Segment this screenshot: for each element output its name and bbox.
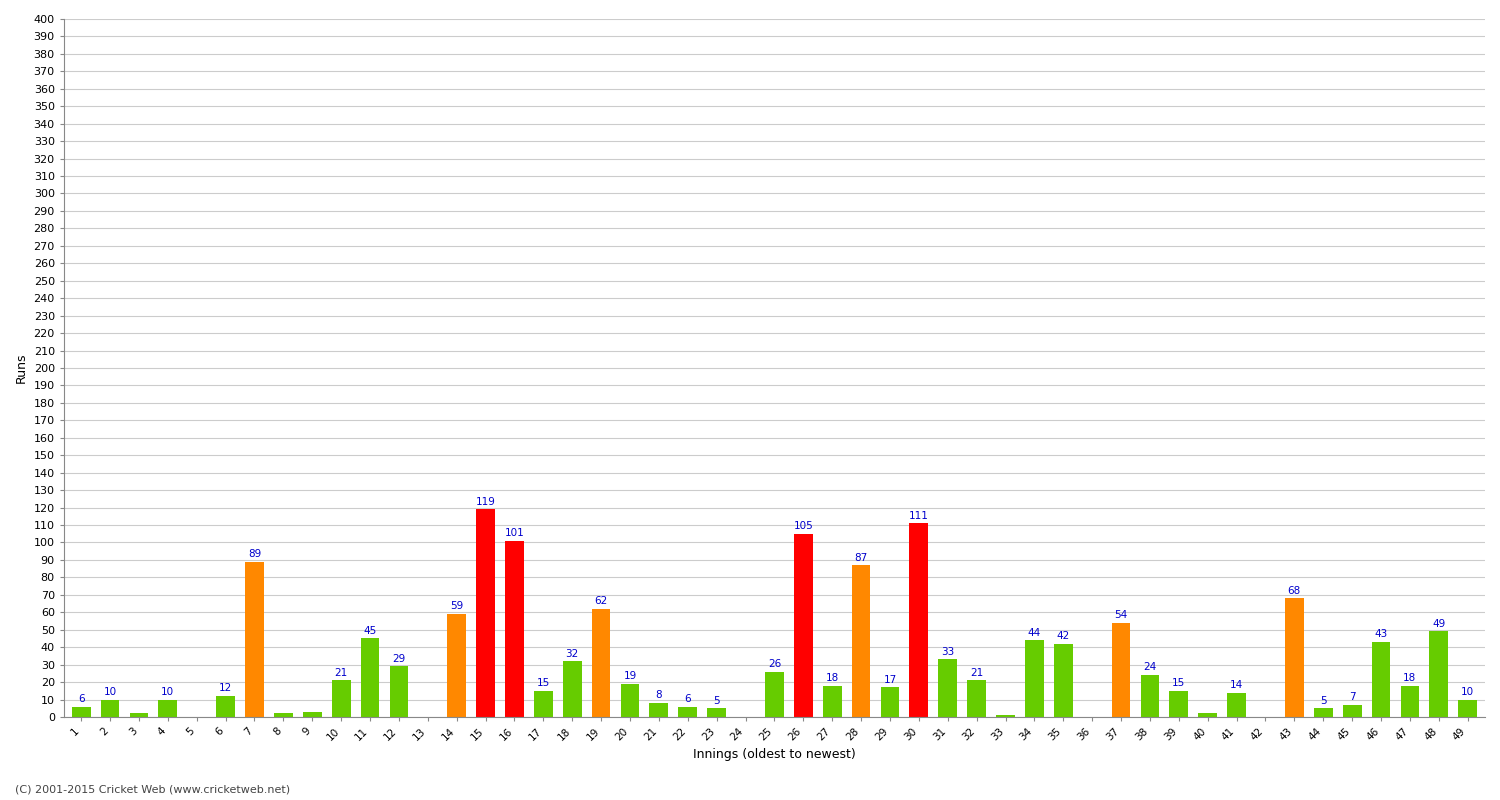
Bar [244, 562, 264, 717]
Bar [968, 680, 986, 717]
Bar [332, 680, 351, 717]
Text: 5: 5 [714, 696, 720, 706]
Bar [390, 666, 408, 717]
Text: 10: 10 [1461, 687, 1474, 697]
Text: 15: 15 [537, 678, 550, 688]
Bar [159, 699, 177, 717]
Bar [216, 696, 236, 717]
Text: (C) 2001-2015 Cricket Web (www.cricketweb.net): (C) 2001-2015 Cricket Web (www.cricketwe… [15, 784, 290, 794]
Text: 21: 21 [334, 668, 348, 678]
Bar [303, 712, 321, 717]
Text: 68: 68 [1287, 586, 1300, 596]
Text: 14: 14 [1230, 680, 1244, 690]
Bar [880, 687, 900, 717]
Text: 32: 32 [566, 649, 579, 658]
Bar [1170, 691, 1188, 717]
Bar [274, 714, 292, 717]
Text: 44: 44 [1028, 627, 1041, 638]
Bar [447, 614, 466, 717]
Text: 54: 54 [1114, 610, 1128, 620]
Bar [996, 715, 1016, 717]
Bar [72, 706, 90, 717]
Text: 45: 45 [363, 626, 376, 636]
Bar [100, 699, 120, 717]
Bar [852, 565, 870, 717]
Text: 42: 42 [1056, 631, 1070, 641]
Text: 62: 62 [594, 596, 608, 606]
Bar [1140, 675, 1160, 717]
Text: 89: 89 [248, 549, 261, 559]
Bar [1286, 598, 1304, 717]
Text: 26: 26 [768, 659, 782, 669]
Bar [1371, 642, 1390, 717]
Text: 87: 87 [855, 553, 867, 562]
Bar [1314, 708, 1332, 717]
Bar [909, 523, 928, 717]
Bar [360, 638, 380, 717]
Text: 19: 19 [624, 671, 636, 682]
Text: 49: 49 [1432, 619, 1446, 629]
Text: 21: 21 [970, 668, 982, 678]
Bar [621, 684, 639, 717]
Bar [708, 708, 726, 717]
Bar [1458, 699, 1478, 717]
Bar [129, 714, 149, 717]
Text: 29: 29 [393, 654, 405, 664]
Bar [562, 661, 582, 717]
Text: 101: 101 [504, 528, 525, 538]
Text: 18: 18 [825, 673, 839, 683]
Text: 15: 15 [1172, 678, 1185, 688]
Text: 6: 6 [684, 694, 692, 704]
Bar [765, 672, 784, 717]
Bar [650, 703, 669, 717]
Text: 119: 119 [476, 497, 495, 506]
Bar [794, 534, 813, 717]
Text: 10: 10 [162, 687, 174, 697]
Bar [1401, 686, 1419, 717]
Bar [534, 691, 552, 717]
Bar [1054, 644, 1072, 717]
Text: 17: 17 [884, 674, 897, 685]
Text: 105: 105 [794, 521, 813, 531]
Bar [1198, 714, 1216, 717]
Bar [591, 609, 610, 717]
Text: 6: 6 [78, 694, 84, 704]
Text: 18: 18 [1404, 673, 1416, 683]
Text: 59: 59 [450, 602, 464, 611]
Bar [1227, 693, 1246, 717]
Text: 111: 111 [909, 510, 928, 521]
Text: 43: 43 [1374, 630, 1388, 639]
Bar [506, 541, 524, 717]
Text: 12: 12 [219, 683, 232, 694]
Bar [1112, 622, 1131, 717]
Text: 33: 33 [940, 646, 954, 657]
Bar [476, 510, 495, 717]
Bar [1024, 640, 1044, 717]
Bar [939, 659, 957, 717]
Text: 10: 10 [104, 687, 117, 697]
Y-axis label: Runs: Runs [15, 353, 28, 383]
X-axis label: Innings (oldest to newest): Innings (oldest to newest) [693, 748, 856, 761]
Text: 24: 24 [1143, 662, 1156, 673]
Text: 8: 8 [656, 690, 662, 700]
Bar [678, 706, 698, 717]
Text: 7: 7 [1348, 692, 1356, 702]
Bar [1430, 631, 1448, 717]
Bar [1342, 705, 1362, 717]
Text: 5: 5 [1320, 696, 1326, 706]
Bar [824, 686, 842, 717]
